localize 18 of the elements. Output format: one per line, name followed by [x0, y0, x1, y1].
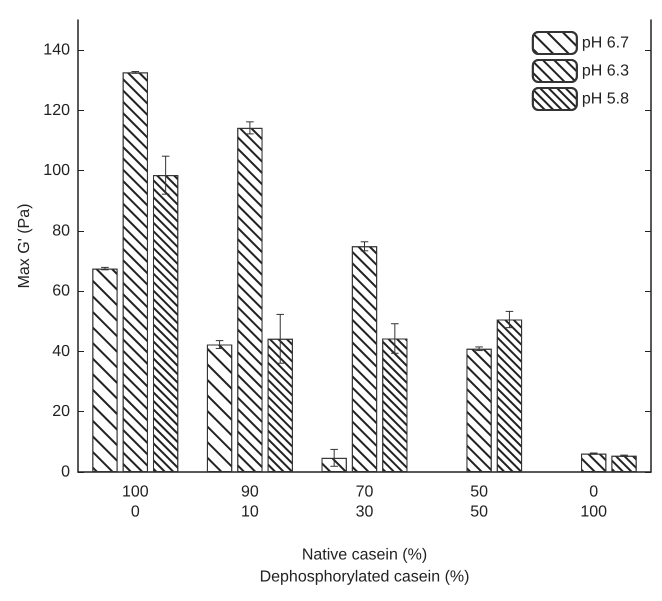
y-tick-label: 60 — [52, 282, 70, 300]
legend-label: pH 6.7 — [582, 34, 630, 52]
x-tick-label: 100 0 — [122, 484, 149, 520]
legend-label: pH 5.8 — [582, 90, 630, 108]
y-axis-title: Max G' (Pa) — [16, 204, 33, 288]
y-tick-label: 140 — [43, 42, 70, 59]
x-tick-label: 0 100 — [580, 484, 608, 520]
y-tick-label: 0 — [61, 464, 70, 480]
x-tick-label: 70 30 — [356, 484, 374, 520]
legend-label: pH 6.3 — [582, 62, 630, 80]
y-tick-label: 100 — [43, 162, 70, 180]
y-tick-label: 20 — [52, 403, 70, 420]
x-tick-label: 90 10 — [241, 484, 259, 520]
x-tick-label: 50 50 — [470, 484, 488, 520]
x-axis-title: Native casein (%) Dephosphorylated casein (%) — [260, 546, 470, 586]
y-tick-label: 40 — [52, 342, 70, 360]
y-tick-label: 120 — [43, 102, 70, 119]
y-tick-label: 80 — [52, 222, 70, 240]
